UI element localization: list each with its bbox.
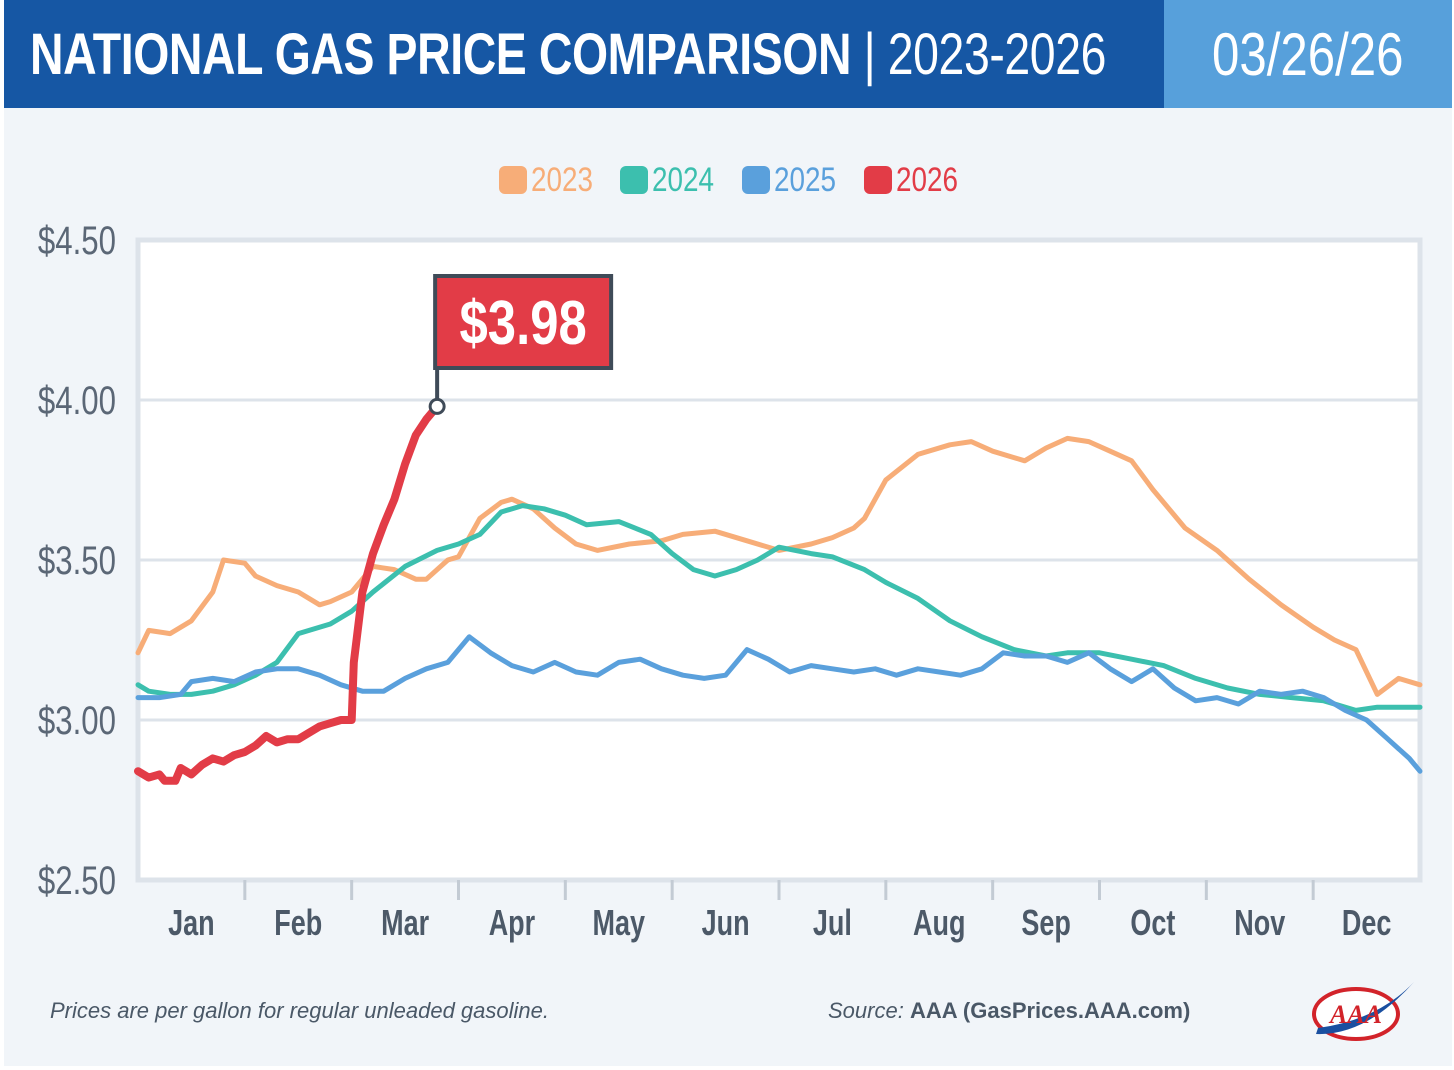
x-tick-label: Oct (1130, 902, 1175, 943)
header: NATIONAL GAS PRICE COMPARISON | 2023-202… (4, 0, 1452, 108)
legend-label-2025: 2025 (774, 160, 837, 199)
aaa-logo: AAA (1312, 982, 1414, 1041)
y-tick-label: $2.50 (38, 858, 116, 903)
x-tick-label: Jul (813, 902, 852, 943)
legend-item-2024: 2024 (620, 155, 714, 205)
page-title: NATIONAL GAS PRICE COMPARISON | 2023-202… (30, 21, 1106, 88)
series-line-2024 (135, 503, 1423, 713)
callout-flag (433, 274, 614, 370)
legend-label-2026: 2026 (895, 160, 958, 199)
legend-swatch-2026 (863, 166, 892, 194)
infographic-frame: NATIONAL GAS PRICE COMPARISON | 2023-202… (4, 0, 1452, 1066)
title-separator: | (863, 21, 876, 87)
header-date-box: 03/26/26 (1164, 0, 1452, 108)
y-tick-label: $4.50 (38, 218, 116, 263)
chart-legend: 2023 2024 2025 2026 (4, 155, 1452, 205)
source-credit: Source: AAA (GasPrices.AAA.com) (828, 998, 1190, 1024)
date-label: 03/26/26 (1212, 20, 1404, 88)
x-tick-label: Aug (913, 902, 965, 943)
x-tick-label: Jun (702, 902, 750, 943)
x-tick-label: May (593, 902, 646, 943)
title-years: 2023-2026 (887, 21, 1107, 87)
legend-item-2023: 2023 (498, 155, 593, 205)
x-tick-label: Dec (1342, 902, 1392, 943)
line-chart: $4.50 $4.00 $3.50 $3.00 $2.50 Jan Feb Mar Apr May… (38, 218, 1423, 943)
callout-label: $3.98 (460, 289, 587, 358)
legend-swatch-2024 (620, 166, 649, 194)
series-line-2026 (134, 402, 442, 785)
x-tick-label: Sep (1021, 902, 1070, 943)
series-line-2025 (135, 634, 1423, 774)
source-value: AAA (GasPrices.AAA.com) (909, 998, 1191, 1023)
x-tick-label: Mar (381, 902, 429, 943)
legend-item-2026: 2026 (863, 155, 958, 205)
y-tick-label: $3.50 (38, 538, 116, 583)
x-tick-label: Jan (168, 902, 214, 943)
legend-label-2023: 2023 (530, 160, 593, 199)
x-tick-label: Apr (489, 902, 535, 943)
x-tick-label: Feb (274, 902, 322, 943)
legend-label-2024: 2024 (652, 160, 715, 199)
footnote: Prices are per gallon for regular unlead… (50, 998, 549, 1023)
header-title-bar: NATIONAL GAS PRICE COMPARISON | 2023-202… (4, 0, 1164, 108)
y-tick-label: $4.00 (38, 378, 116, 423)
legend-item-2025: 2025 (742, 155, 836, 205)
series-line-2023 (135, 435, 1423, 697)
legend-swatch-2023 (498, 166, 527, 194)
source-label: Source: (828, 998, 904, 1023)
legend-swatch-2025 (742, 166, 770, 194)
title-text: NATIONAL GAS PRICE COMPARISON (30, 21, 852, 87)
callout-point (428, 397, 446, 415)
x-tick-label: Nov (1234, 902, 1285, 943)
logo-swoosh (1316, 982, 1414, 1035)
logo-text: AAA (1328, 1000, 1382, 1029)
y-tick-label: $3.00 (38, 698, 116, 743)
